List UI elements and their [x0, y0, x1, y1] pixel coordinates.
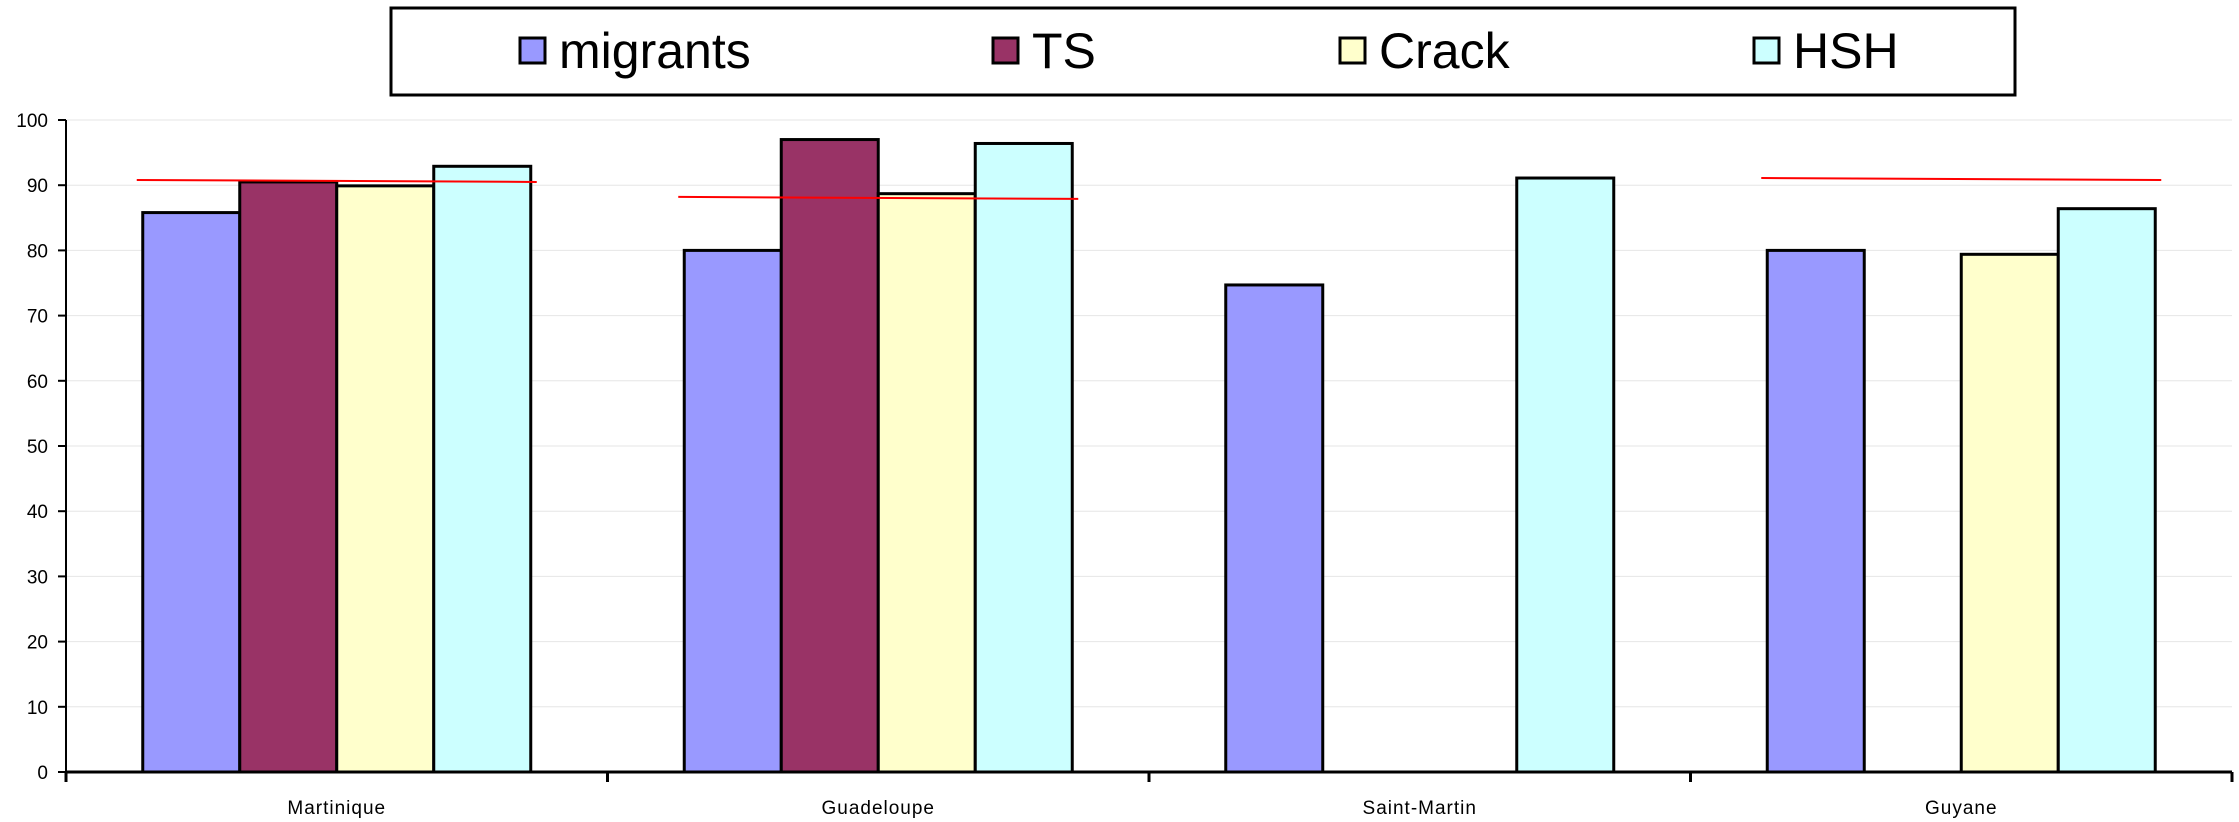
y-tick-label: 40: [27, 502, 48, 523]
legend-label-ts: TS: [1032, 23, 1096, 79]
reference-line-guadeloupe: [678, 195, 1079, 200]
bar-ts-guadeloupe: [779, 138, 880, 774]
y-tick-label: 30: [27, 567, 48, 588]
y-tick-label: 20: [27, 633, 48, 654]
x-category-label: Guyane: [1925, 798, 1998, 819]
reference-line-martinique: [136, 178, 537, 183]
bar-migrants-saint-martin: [1224, 283, 1325, 774]
legend-swatch-hsh: [1752, 36, 1781, 65]
legend-swatch-migrants: [518, 36, 547, 65]
bars: [141, 138, 2157, 774]
x-category-label: Martinique: [287, 798, 386, 819]
legend-box: [389, 6, 2017, 97]
y-tick-label: 0: [37, 763, 48, 784]
y-tick-label: 70: [27, 307, 48, 328]
reference-line-guyane: [1761, 177, 2162, 181]
y-tick-label: 50: [27, 437, 48, 458]
bar-crack-guyane: [1959, 252, 2060, 774]
axes: 0 10 20 30 40 50 60 70 80 90 100 Martinique Guadelou…: [16, 111, 2234, 819]
bar-hsh-martinique: [432, 164, 533, 774]
bar-migrants-guadeloupe: [682, 248, 783, 774]
bar-migrants-martinique: [141, 211, 242, 774]
legend-label-crack: Crack: [1379, 23, 1511, 79]
legend-label-migrants: migrants: [559, 23, 751, 79]
reference-lines: [136, 177, 2162, 200]
bar-ts-martinique: [238, 180, 339, 774]
legend: migrants TS Crack HSH: [389, 6, 2017, 97]
x-category-label: Guadeloupe: [821, 798, 935, 819]
bar-crack-guadeloupe: [876, 192, 977, 774]
y-tick-label: 10: [27, 698, 48, 719]
legend-swatch-crack: [1338, 36, 1367, 65]
legend-swatch-ts: [991, 36, 1020, 65]
y-tick-label: 90: [27, 176, 48, 197]
bar-migrants-guyane: [1765, 248, 1866, 774]
legend-label-hsh: HSH: [1793, 23, 1899, 79]
bar-hsh-saint-martin: [1515, 176, 1616, 774]
y-tick-label: 60: [27, 372, 48, 393]
bar-crack-martinique: [335, 184, 436, 774]
bar-hsh-guyane: [2056, 207, 2157, 774]
bar-hsh-guadeloupe: [973, 141, 1074, 774]
y-tick-label: 100: [16, 111, 48, 132]
y-tick-label: 80: [27, 241, 48, 262]
x-category-label: Saint-Martin: [1363, 798, 1477, 819]
